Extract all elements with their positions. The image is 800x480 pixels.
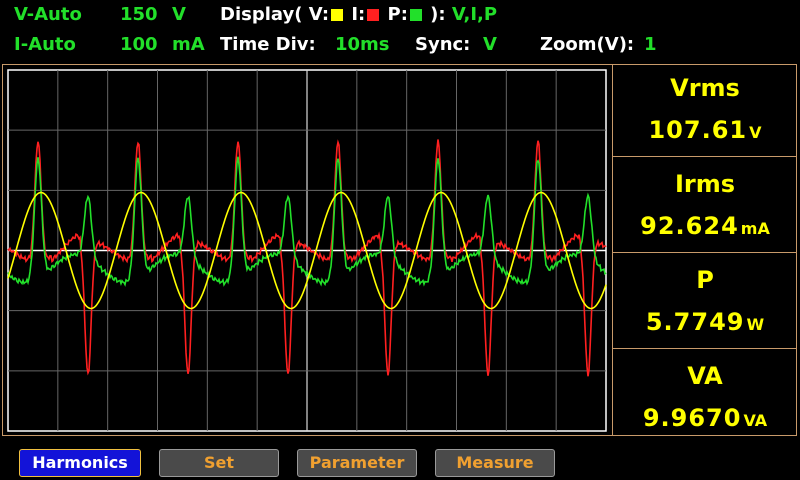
- current-range-value: 100: [120, 34, 158, 55]
- scope-grid: [7, 69, 607, 432]
- parameter-button[interactable]: Parameter: [297, 449, 417, 477]
- zoom-label: Zoom(V):: [540, 34, 635, 55]
- panel-separator: [612, 64, 613, 436]
- sync-value: V: [483, 34, 497, 55]
- power-value: 5.7749 W: [613, 308, 797, 336]
- display-p-label: P:: [387, 4, 408, 25]
- vrms-value: 107.61 V: [613, 116, 797, 144]
- power-label: P: [696, 266, 714, 294]
- main-frame: [2, 64, 797, 436]
- irms-value: 92.624 mA: [613, 212, 797, 240]
- zoom-value: 1: [644, 34, 657, 55]
- voltage-range-unit: V: [172, 4, 186, 25]
- va-number: 9.9670: [642, 404, 742, 432]
- display-i-label: I:: [351, 4, 366, 25]
- current-range-unit: mA: [172, 34, 205, 55]
- time-div-label: Time Div:: [220, 34, 316, 55]
- oscilloscope-display: [7, 69, 607, 432]
- scope-traces: [7, 139, 607, 377]
- va-value: 9.9670 VA: [613, 404, 797, 432]
- voltage-color-swatch: [331, 9, 344, 21]
- irms-label: Irms: [674, 170, 736, 198]
- set-button[interactable]: Set: [159, 449, 279, 477]
- panel-divider: [613, 156, 797, 157]
- vrms-number: 107.61: [648, 116, 748, 144]
- power-unit: W: [746, 315, 765, 334]
- va-unit: VA: [743, 411, 768, 430]
- voltage-trace: [7, 191, 607, 310]
- display-value: V,I,P: [451, 4, 498, 25]
- display-close: ):: [430, 4, 446, 25]
- irms-number: 92.624: [640, 212, 739, 240]
- current-mode: I-Auto: [14, 34, 76, 55]
- irms-unit: mA: [740, 219, 770, 238]
- vrms-label: Vrms: [670, 74, 740, 102]
- voltage-range-value: 150: [120, 4, 158, 25]
- sync-label: Sync:: [415, 34, 471, 55]
- display-selector: Display( V: I: P: ): V,I,P: [220, 4, 497, 26]
- current-trace: [7, 139, 607, 377]
- power-number: 5.7749: [645, 308, 745, 336]
- power-color-swatch: [409, 9, 422, 21]
- harmonics-button[interactable]: Harmonics: [19, 449, 141, 477]
- panel-divider: [613, 348, 797, 349]
- power-trace: [7, 156, 607, 287]
- va-label: VA: [687, 362, 723, 390]
- panel-divider: [613, 252, 797, 253]
- measure-button[interactable]: Measure: [435, 449, 555, 477]
- time-div-value: 10ms: [335, 34, 390, 55]
- vrms-unit: V: [749, 123, 762, 142]
- voltage-mode: V-Auto: [14, 4, 82, 25]
- current-color-swatch: [367, 9, 380, 21]
- display-label: Display( V:: [220, 4, 330, 25]
